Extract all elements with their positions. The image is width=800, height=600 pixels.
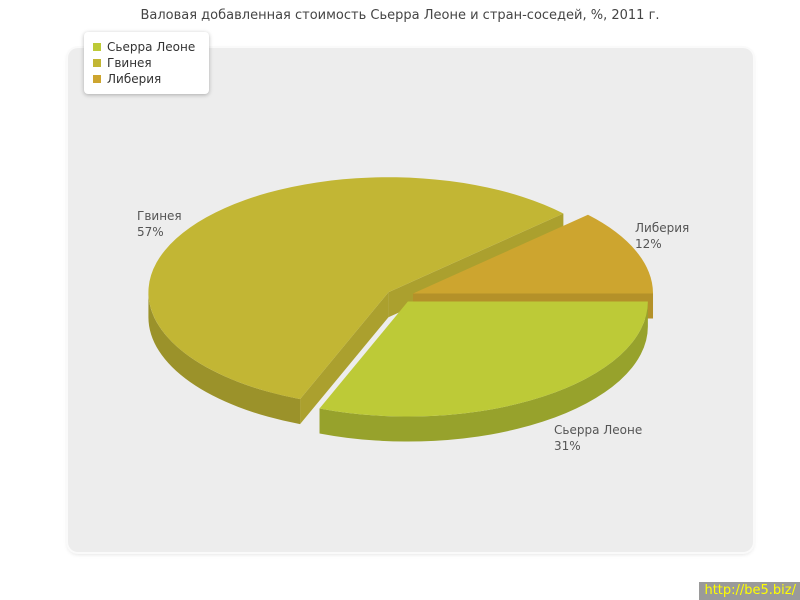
legend-label: Сьерра Леоне <box>107 40 196 54</box>
slice-label-name: Либерия <box>635 221 690 235</box>
chart-panel: Гвинея 57% Либерия 12% Сьерра Леоне 31% <box>68 48 753 552</box>
slice-label-value: 31% <box>554 439 581 453</box>
legend-item-guinea[interactable]: Гвинея <box>93 55 195 71</box>
legend-item-sierra-leone[interactable]: Сьерра Леоне <box>93 39 195 55</box>
pie-slice-1[interactable] <box>148 177 564 400</box>
pie-slice-0-rim[interactable] <box>319 301 648 442</box>
legend-swatch-icon <box>93 59 101 67</box>
slice-label-value: 57% <box>137 225 164 239</box>
chart-title: Валовая добавленная стоимость Сьерра Лео… <box>140 8 660 23</box>
legend-swatch-icon <box>93 43 101 51</box>
pie-slice-1-cut-face[interactable] <box>300 292 389 425</box>
slice-label-name: Сьерра Леоне <box>554 423 643 437</box>
legend: Сьерра Леоне Гвинея Либерия <box>84 32 210 94</box>
pie-slice-2[interactable] <box>413 214 654 294</box>
legend-label: Либерия <box>107 72 162 86</box>
watermark-link[interactable]: http://be5.biz/ <box>699 582 800 600</box>
pie-slice-0[interactable] <box>319 301 648 417</box>
slice-label-liberia: Либерия 12% <box>635 220 689 252</box>
slice-label-sierra-leone: Сьерра Леоне 31% <box>554 422 642 454</box>
slice-label-value: 12% <box>635 237 662 251</box>
pie-slice-1-rim[interactable] <box>148 292 301 425</box>
pie-chart <box>148 177 654 442</box>
slice-label-guinea: Гвинея 57% <box>137 208 182 240</box>
legend-label: Гвинея <box>107 56 152 70</box>
legend-item-liberia[interactable]: Либерия <box>93 71 195 87</box>
slice-label-name: Гвинея <box>137 209 182 223</box>
legend-swatch-icon <box>93 75 101 83</box>
